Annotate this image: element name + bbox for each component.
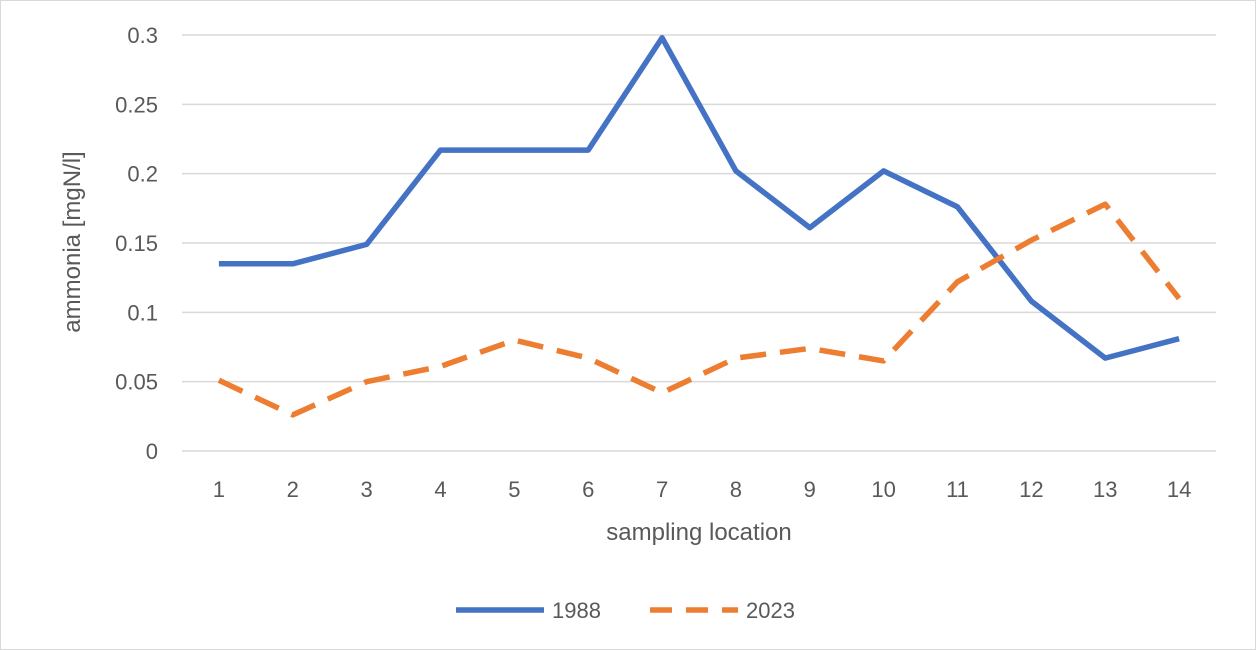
legend-label-1988: 1988 <box>552 598 601 623</box>
y-tick-label: 0 <box>146 439 158 464</box>
y-tick-label: 0.15 <box>115 231 158 256</box>
x-axis-title: sampling location <box>606 519 791 546</box>
x-tick-label: 8 <box>730 477 742 502</box>
x-tick-label: 3 <box>361 477 373 502</box>
legend-label-2023: 2023 <box>746 598 795 623</box>
y-tick-label: 0.3 <box>127 23 158 48</box>
y-tick-label: 0.2 <box>127 162 158 187</box>
y-tick-label: 0.25 <box>115 92 158 117</box>
x-tick-label: 12 <box>1019 477 1043 502</box>
x-tick-label: 7 <box>656 477 668 502</box>
y-tick-label: 0.05 <box>115 370 158 395</box>
x-tick-label: 4 <box>434 477 446 502</box>
series-line-2023 <box>217 201 1182 418</box>
x-tick-label: 11 <box>946 477 969 502</box>
y-axis-title: ammonia [mgN/l] <box>59 151 86 332</box>
series-line-1988 <box>218 35 1180 361</box>
y-tick-labels: 0 0.05 0.1 0.15 0.2 0.25 0.3 <box>115 23 158 464</box>
legend: 1988 2023 <box>456 598 795 623</box>
y-tick-label: 0.1 <box>127 300 158 325</box>
x-tick-label: 13 <box>1093 477 1117 502</box>
x-tick-label: 9 <box>804 477 816 502</box>
x-tick-label: 1 <box>213 477 225 502</box>
x-tick-label: 2 <box>287 477 299 502</box>
gridlines <box>182 34 1216 452</box>
x-tick-label: 10 <box>871 477 895 502</box>
x-tick-label: 6 <box>582 477 594 502</box>
x-tick-label: 14 <box>1167 477 1191 502</box>
x-tick-label: 5 <box>508 477 520 502</box>
x-tick-labels: 1 2 3 4 5 6 7 8 9 10 11 12 13 14 <box>213 477 1192 502</box>
series-lines <box>217 35 1182 418</box>
